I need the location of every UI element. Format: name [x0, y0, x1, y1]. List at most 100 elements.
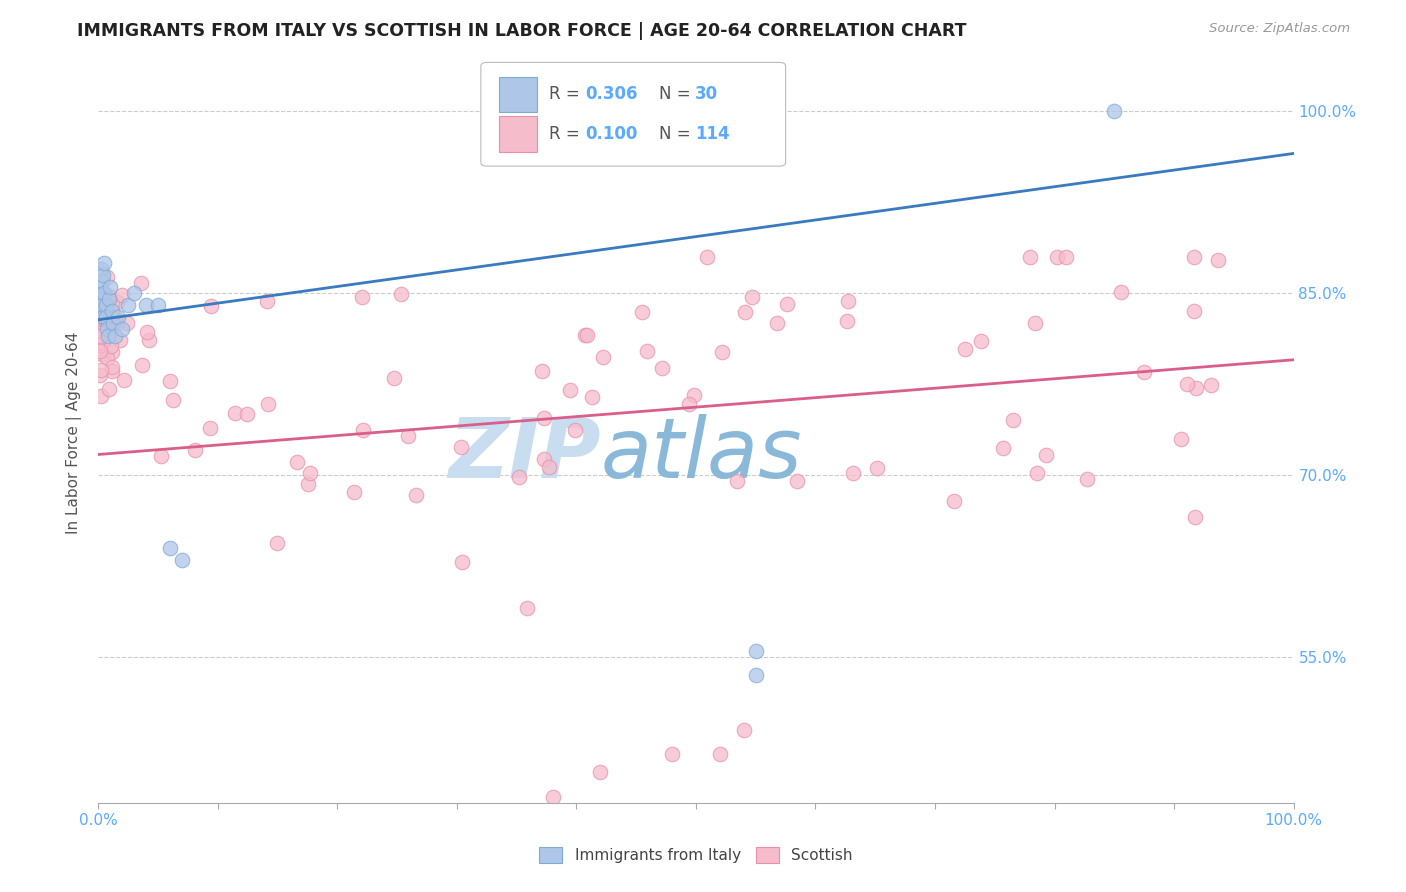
Point	[1182, 304, 1205, 318]
Point	[775, 297, 797, 311]
Point	[352, 290, 374, 304]
Point	[90, 389, 112, 403]
Point	[96, 351, 118, 365]
Point	[661, 747, 683, 762]
Point	[541, 789, 564, 804]
Point	[837, 293, 859, 308]
Point	[955, 342, 977, 356]
Point	[131, 359, 153, 373]
Point	[94, 291, 117, 305]
Point	[256, 294, 278, 309]
Point	[741, 290, 763, 304]
Point	[1002, 413, 1025, 427]
Point	[531, 364, 554, 378]
Point	[1184, 510, 1206, 524]
Point	[299, 466, 322, 480]
Point	[558, 384, 581, 398]
Text: R =: R =	[548, 86, 585, 103]
Point	[172, 553, 194, 567]
Point	[90, 261, 112, 276]
Point	[96, 270, 118, 285]
Point	[236, 407, 259, 421]
Point	[89, 368, 111, 382]
Point	[184, 442, 207, 457]
Point	[135, 325, 157, 339]
Point	[91, 310, 114, 325]
Text: Source: ZipAtlas.com: Source: ZipAtlas.com	[1209, 22, 1350, 36]
Point	[733, 723, 755, 737]
Point	[200, 299, 222, 313]
Point	[89, 292, 111, 306]
Point	[1177, 377, 1199, 392]
Point	[224, 406, 246, 420]
Point	[90, 301, 112, 316]
Point	[266, 536, 288, 550]
Point	[100, 304, 122, 318]
Point	[725, 474, 748, 488]
Point	[100, 364, 122, 378]
Point	[117, 316, 139, 330]
Point	[297, 477, 319, 491]
Point	[651, 361, 673, 376]
Point	[89, 328, 111, 343]
Text: R =: R =	[548, 125, 585, 144]
Point	[835, 314, 858, 328]
Point	[285, 455, 308, 469]
Point	[150, 449, 173, 463]
Point	[1018, 250, 1040, 264]
Point	[124, 286, 146, 301]
Point	[89, 344, 111, 359]
Point	[90, 338, 112, 352]
Point	[589, 765, 612, 780]
Text: 0.100: 0.100	[585, 125, 637, 144]
Point	[98, 292, 121, 306]
Point	[90, 315, 112, 329]
FancyBboxPatch shape	[481, 62, 786, 166]
Point	[1170, 433, 1192, 447]
Point	[94, 298, 117, 312]
Point	[159, 374, 181, 388]
Point	[111, 288, 134, 302]
Point	[100, 297, 122, 311]
Point	[766, 316, 789, 330]
Point	[91, 268, 114, 282]
Point	[198, 421, 221, 435]
Point	[970, 334, 993, 348]
Point	[110, 333, 132, 347]
Point	[96, 322, 118, 336]
Point	[93, 286, 115, 301]
Point	[678, 397, 700, 411]
Point	[111, 322, 134, 336]
Point	[90, 304, 112, 318]
FancyBboxPatch shape	[499, 77, 537, 112]
Point	[1054, 250, 1077, 264]
Point	[450, 441, 472, 455]
Point	[1035, 449, 1057, 463]
Point	[1199, 378, 1222, 392]
Point	[1076, 472, 1098, 486]
Point	[710, 344, 733, 359]
Point	[1208, 252, 1230, 267]
Point	[93, 256, 115, 270]
Point	[865, 461, 887, 475]
Point	[94, 323, 117, 337]
Point	[1182, 250, 1205, 264]
Point	[592, 350, 614, 364]
Point	[89, 326, 111, 341]
Text: 0.306: 0.306	[585, 86, 637, 103]
Point	[631, 304, 654, 318]
Point	[396, 429, 419, 443]
Point	[93, 287, 115, 301]
Text: ZIP: ZIP	[447, 414, 600, 495]
Point	[97, 289, 120, 303]
Point	[842, 467, 865, 481]
Point	[564, 423, 586, 437]
Point	[943, 493, 966, 508]
Point	[97, 328, 120, 343]
Point	[90, 363, 112, 377]
Point	[1109, 285, 1132, 300]
Point	[90, 347, 112, 361]
Point	[1026, 466, 1049, 480]
Point	[93, 335, 115, 350]
Point	[112, 373, 135, 387]
